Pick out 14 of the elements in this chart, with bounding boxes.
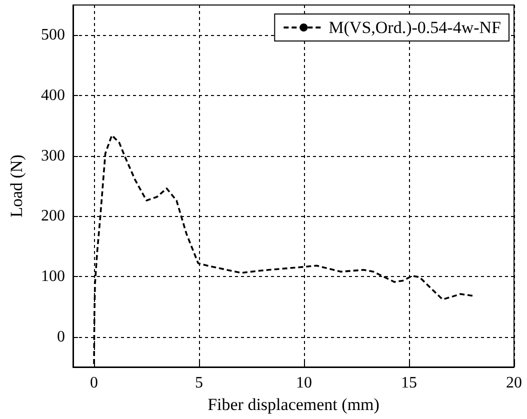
x-tick-label: 5 [195, 374, 203, 392]
x-axis-title: Fiber displacement (mm) [208, 394, 380, 414]
y-axis-title: Load (N) [7, 154, 26, 218]
y-tick-label: 100 [41, 268, 65, 285]
y-tick-label: 0 [57, 328, 65, 346]
x-tick-label: 0 [90, 374, 98, 392]
y-tick-label: 500 [41, 26, 65, 44]
y-tick-label: 200 [41, 208, 65, 225]
legend-label: M(VS,Ord.)-0.54-4w-NF [328, 18, 502, 37]
x-tick-label: 10 [296, 374, 312, 392]
y-tick-label: 300 [41, 147, 65, 164]
x-tick-label: 20 [506, 374, 522, 392]
x-tick-label: 15 [401, 374, 417, 392]
y-tick-label: 400 [41, 87, 65, 104]
